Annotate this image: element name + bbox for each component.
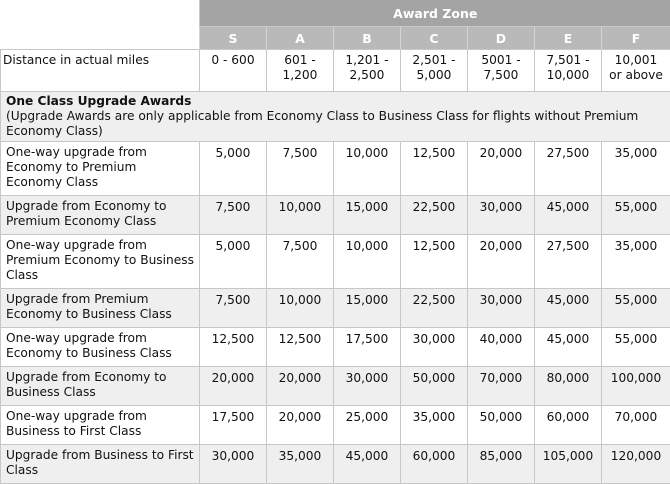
mileage-cell: 20,000 [267, 367, 334, 406]
mileage-cell: 20,000 [468, 235, 535, 289]
zone-header-f: F [602, 27, 670, 50]
mileage-cell: 7,500 [267, 142, 334, 196]
row-label: One-way upgrade from Economy to Business… [1, 328, 200, 367]
award-zone-header-row: Award Zone [1, 0, 670, 27]
table-row: Upgrade from Economy to Premium Economy … [1, 196, 670, 235]
zone-header-e: E [535, 27, 602, 50]
mileage-cell: 35,000 [602, 142, 670, 196]
mileage-cell: 35,000 [401, 406, 468, 445]
row-label: One-way upgrade from Premium Economy to … [1, 235, 200, 289]
mileage-cell: 50,000 [468, 406, 535, 445]
table-row: One-way upgrade from Business to First C… [1, 406, 670, 445]
mileage-cell: 17,500 [200, 406, 267, 445]
section-header-row: One Class Upgrade Awards (Upgrade Awards… [1, 92, 670, 142]
mileage-cell: 5,000 [200, 142, 267, 196]
zone-header-b: B [334, 27, 401, 50]
mileage-cell: 70,000 [468, 367, 535, 406]
table-row: Upgrade from Economy to Business Class 2… [1, 367, 670, 406]
row-label: Upgrade from Business to First Class [1, 445, 200, 484]
mileage-cell: 22,500 [401, 289, 468, 328]
mileage-cell: 105,000 [535, 445, 602, 484]
distance-cell: 601 -1,200 [267, 50, 334, 92]
row-label: Upgrade from Economy to Business Class [1, 367, 200, 406]
mileage-cell: 12,500 [401, 142, 468, 196]
row-label: One-way upgrade from Business to First C… [1, 406, 200, 445]
mileage-cell: 30,000 [468, 289, 535, 328]
mileage-cell: 20,000 [267, 406, 334, 445]
mileage-cell: 120,000 [602, 445, 670, 484]
mileage-cell: 50,000 [401, 367, 468, 406]
table-row: One-way upgrade from Economy to Premium … [1, 142, 670, 196]
mileage-cell: 45,000 [535, 196, 602, 235]
mileage-cell: 27,500 [535, 142, 602, 196]
mileage-cell: 25,000 [334, 406, 401, 445]
table-row: Upgrade from Premium Economy to Business… [1, 289, 670, 328]
mileage-cell: 7,500 [200, 289, 267, 328]
mileage-cell: 10,000 [267, 289, 334, 328]
mileage-cell: 5,000 [200, 235, 267, 289]
mileage-cell: 35,000 [602, 235, 670, 289]
mileage-cell: 40,000 [468, 328, 535, 367]
mileage-cell: 17,500 [334, 328, 401, 367]
award-zone-header: Award Zone [200, 0, 670, 27]
mileage-cell: 70,000 [602, 406, 670, 445]
mileage-cell: 22,500 [401, 196, 468, 235]
row-label: One-way upgrade from Economy to Premium … [1, 142, 200, 196]
mileage-cell: 12,500 [267, 328, 334, 367]
section-note: (Upgrade Awards are only applicable from… [6, 109, 666, 139]
mileage-cell: 12,500 [200, 328, 267, 367]
mileage-cell: 60,000 [401, 445, 468, 484]
mileage-cell: 20,000 [468, 142, 535, 196]
mileage-cell: 85,000 [468, 445, 535, 484]
mileage-cell: 45,000 [535, 289, 602, 328]
distance-label: Distance in actual miles [1, 50, 200, 92]
mileage-cell: 15,000 [334, 289, 401, 328]
distance-cell: 2,501 -5,000 [401, 50, 468, 92]
distance-cell: 1,201 -2,500 [334, 50, 401, 92]
mileage-cell: 10,000 [334, 142, 401, 196]
header-blank-cell [1, 0, 200, 50]
section-title: One Class Upgrade Awards [6, 94, 666, 109]
mileage-cell: 55,000 [602, 289, 670, 328]
distance-row: Distance in actual miles 0 - 600 601 -1,… [1, 50, 670, 92]
zone-header-s: S [200, 27, 267, 50]
mileage-cell: 7,500 [200, 196, 267, 235]
zone-header-a: A [267, 27, 334, 50]
mileage-cell: 15,000 [334, 196, 401, 235]
mileage-cell: 55,000 [602, 328, 670, 367]
mileage-cell: 100,000 [602, 367, 670, 406]
mileage-cell: 27,500 [535, 235, 602, 289]
mileage-cell: 30,000 [468, 196, 535, 235]
mileage-cell: 30,000 [334, 367, 401, 406]
mileage-cell: 7,500 [267, 235, 334, 289]
table-row: One-way upgrade from Premium Economy to … [1, 235, 670, 289]
mileage-cell: 35,000 [267, 445, 334, 484]
mileage-cell: 10,000 [334, 235, 401, 289]
mileage-cell: 45,000 [535, 328, 602, 367]
mileage-cell: 45,000 [334, 445, 401, 484]
mileage-cell: 60,000 [535, 406, 602, 445]
distance-cell: 7,501 -10,000 [535, 50, 602, 92]
row-label: Upgrade from Economy to Premium Economy … [1, 196, 200, 235]
mileage-cell: 20,000 [200, 367, 267, 406]
row-label: Upgrade from Premium Economy to Business… [1, 289, 200, 328]
mileage-cell: 80,000 [535, 367, 602, 406]
mileage-cell: 10,000 [267, 196, 334, 235]
section-header: One Class Upgrade Awards (Upgrade Awards… [1, 92, 670, 142]
distance-cell: 0 - 600 [200, 50, 267, 92]
mileage-cell: 30,000 [401, 328, 468, 367]
zone-header-c: C [401, 27, 468, 50]
table-row: Upgrade from Business to First Class 30,… [1, 445, 670, 484]
mileage-cell: 30,000 [200, 445, 267, 484]
mileage-cell: 55,000 [602, 196, 670, 235]
distance-cell: 5001 -7,500 [468, 50, 535, 92]
zone-header-d: D [468, 27, 535, 50]
mileage-cell: 12,500 [401, 235, 468, 289]
table-row: One-way upgrade from Economy to Business… [1, 328, 670, 367]
